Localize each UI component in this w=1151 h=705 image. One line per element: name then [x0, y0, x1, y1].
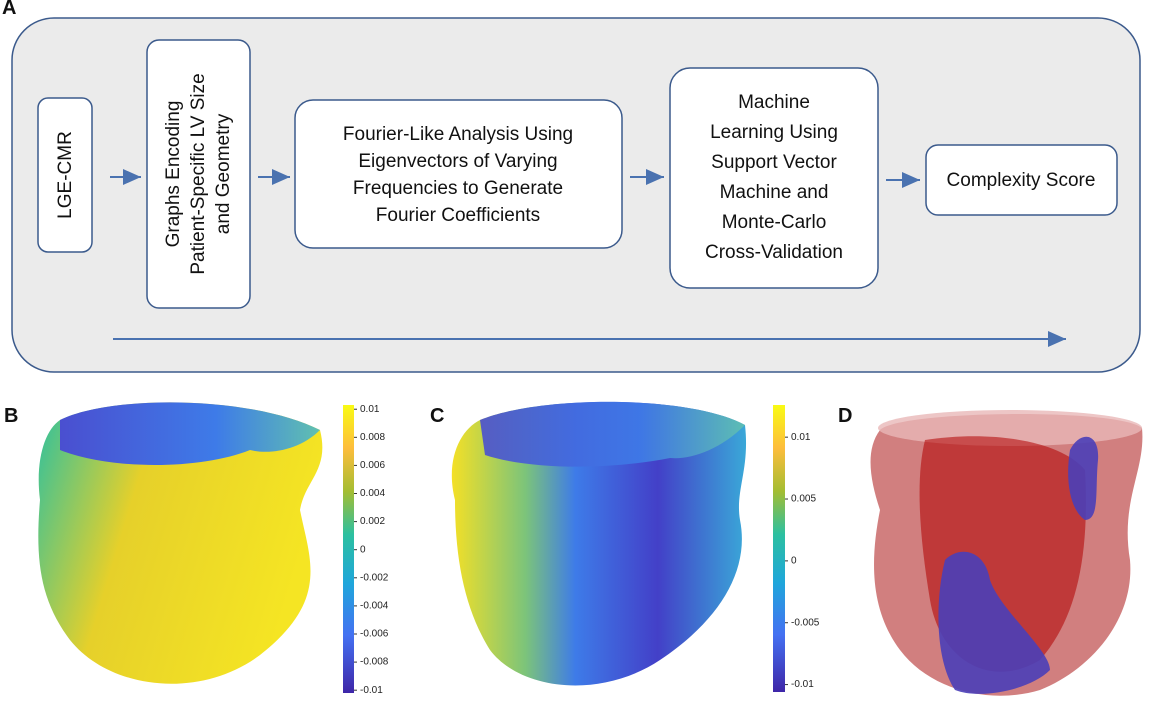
- colorbar-tick-label: 0.006: [360, 460, 385, 471]
- node-text: Support Vector: [711, 152, 837, 173]
- panel-b: B: [4, 402, 354, 693]
- colorbar-tick-label: 0.01: [360, 404, 380, 415]
- colorbar-tick-label: 0.002: [360, 516, 385, 527]
- figure: A LGE-CMR Graphs Encoding Patient-Specif…: [0, 0, 1151, 705]
- node-text: Learning Using: [710, 122, 838, 143]
- node-text: Eigenvectors of Varying: [358, 151, 557, 172]
- node-text: Patient-Specific LV Size: [188, 73, 209, 274]
- panel-label: B: [4, 405, 18, 427]
- node-text: Monte-Carlo: [722, 212, 827, 233]
- colorbar-tick-label: -0.005: [791, 617, 820, 628]
- node-text: Fourier Coefficients: [376, 205, 540, 226]
- panel-label: A: [2, 0, 16, 19]
- colorbar-tick-label: 0.008: [360, 432, 385, 443]
- colorbar-tick-label: 0: [360, 544, 366, 555]
- panel-label: C: [430, 405, 444, 427]
- node-text: Complexity Score: [947, 170, 1096, 191]
- node-text: LGE-CMR: [55, 131, 76, 219]
- colorbar-tick-label: -0.01: [791, 679, 814, 690]
- colorbar-tick-label: -0.002: [360, 572, 389, 583]
- node-text: Fourier-Like Analysis Using: [343, 124, 573, 145]
- panel-label: D: [838, 405, 852, 427]
- colorbar-tick-label: -0.006: [360, 629, 389, 640]
- colorbar-tick-label: 0.01: [791, 432, 811, 443]
- panel-a: A LGE-CMR Graphs Encoding Patient-Specif…: [2, 0, 1140, 372]
- node-text: Machine and: [720, 182, 829, 203]
- colorbar-tick-label: 0: [791, 556, 797, 567]
- panel-d: D: [838, 405, 1142, 696]
- colorbar-tick-label: 0.004: [360, 488, 385, 499]
- colorbar: [773, 405, 785, 692]
- colorbar-tick-label: -0.01: [360, 685, 383, 696]
- colorbar-tick-label: -0.008: [360, 657, 389, 668]
- node-text: and Geometry: [213, 113, 234, 234]
- node-text: Graphs Encoding: [163, 101, 184, 248]
- panel-c: C: [430, 402, 785, 692]
- colorbar: [343, 405, 354, 693]
- colorbar-tick-label: -0.004: [360, 601, 389, 612]
- node-text: Cross-Validation: [705, 242, 843, 263]
- colorbar-tick-label: 0.005: [791, 494, 816, 505]
- node-text: Frequencies to Generate: [353, 178, 563, 199]
- node-text: Machine: [738, 92, 810, 113]
